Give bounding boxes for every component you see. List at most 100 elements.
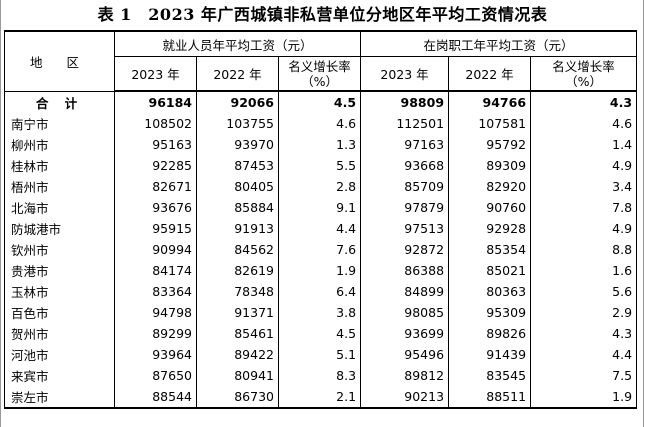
region-cell: 玉林市: [4, 281, 115, 302]
onpost-rate-cell: 4.9: [530, 218, 638, 239]
employed-2023-header: 2023 年: [114, 56, 197, 92]
table-row: 南宁市 108502 103755 4.6 112501 107581 4.6: [4, 113, 638, 134]
employed-2022-cell: 85884: [196, 197, 279, 218]
left-page-edge: [0, 0, 1, 427]
region-cell: 合 计: [4, 91, 115, 113]
onpost-2022-cell: 88511: [448, 386, 532, 409]
employed-2023-cell: 88544: [114, 386, 197, 409]
employed-2022-cell: 78348: [196, 281, 279, 302]
onpost-2022-cell: 89826: [448, 323, 532, 344]
region-cell: 崇左市: [4, 386, 115, 409]
onpost-2022-cell: 85021: [448, 260, 532, 281]
employed-rate-cell: 5.5: [277, 155, 362, 176]
onpost-2022-cell: 90760: [448, 197, 532, 218]
onpost-2023-cell: 95496: [360, 344, 450, 365]
region-cell: 防城港市: [4, 218, 115, 239]
onpost-2023-cell: 93699: [360, 323, 450, 344]
right-page-edge: [643, 0, 644, 427]
onpost-rate-unit: （%）: [565, 73, 602, 89]
region-cell: 南宁市: [4, 113, 115, 134]
employed-2022-cell: 80941: [196, 365, 279, 386]
onpost-rate-cell: 1.4: [530, 134, 638, 155]
onpost-2022-cell: 85354: [448, 239, 532, 260]
onpost-2023-header: 2023 年: [360, 56, 450, 92]
employed-2022-cell: 86730: [196, 386, 279, 409]
employed-2023-cell: 87650: [114, 365, 197, 386]
employed-2022-cell: 87453: [196, 155, 279, 176]
employed-2022-header: 2022 年: [196, 56, 279, 92]
onpost-wage-header: 在岗职工年平均工资（元）: [360, 30, 638, 57]
employed-rate-cell: 6.4: [277, 281, 362, 302]
employed-rate-cell: 3.8: [277, 302, 362, 323]
employed-2023-cell: 95163: [114, 134, 197, 155]
onpost-rate-cell: 3.4: [530, 176, 638, 197]
onpost-2022-cell: 89309: [448, 155, 532, 176]
region-cell: 贺州市: [4, 323, 115, 344]
employed-2022-cell: 82619: [196, 260, 279, 281]
region-cell: 来宾市: [4, 365, 115, 386]
onpost-2023-cell: 97163: [360, 134, 450, 155]
employed-rate-cell: 2.1: [277, 386, 362, 409]
onpost-rate-header: 名义增长率 （%）: [530, 56, 638, 92]
employed-rate-cell: 8.3: [277, 365, 362, 386]
onpost-2023-cell: 84899: [360, 281, 450, 302]
region-cell: 河池市: [4, 344, 115, 365]
onpost-rate-cell: 4.9: [530, 155, 638, 176]
region-cell: 百色市: [4, 302, 115, 323]
table-row: 贵港市 84174 82619 1.9 86388 85021 1.6: [4, 260, 638, 281]
onpost-rate-cell: 4.3: [530, 323, 638, 344]
employed-2022-cell: 89422: [196, 344, 279, 365]
onpost-2023-cell: 85709: [360, 176, 450, 197]
employed-wage-header: 就业人员年平均工资（元）: [113, 30, 362, 57]
onpost-2022-cell: 91439: [448, 344, 532, 365]
employed-rate-label: 名义增长率: [288, 58, 351, 74]
onpost-2023-cell: 97513: [360, 218, 450, 239]
table-row: 玉林市 83364 78348 6.4 84899 80363 5.6: [4, 281, 638, 302]
employed-2023-cell: 96184: [114, 91, 197, 113]
table-row: 防城港市 95915 91913 4.4 97513 92928 4.9: [4, 218, 638, 239]
table-row: 来宾市 87650 80941 8.3 89812 83545 7.5: [4, 365, 638, 386]
table-row: 贺州市 89299 85461 4.5 93699 89826 4.3: [4, 323, 638, 344]
employed-2022-cell: 91913: [196, 218, 279, 239]
region-cell: 北海市: [4, 197, 115, 218]
employed-2022-cell: 93970: [196, 134, 279, 155]
onpost-2022-cell: 82920: [448, 176, 532, 197]
onpost-2022-cell: 95792: [448, 134, 532, 155]
region-cell: 钦州市: [4, 239, 115, 260]
table-title: 表 1 2023 年广西城镇非私营单位分地区年平均工资情况表: [97, 5, 548, 24]
table-body: 合 计 96184 92066 4.5 98809 94766 4.3 南宁市 …: [4, 91, 638, 409]
employed-rate-cell: 4.6: [277, 113, 362, 134]
employed-2023-cell: 90994: [114, 239, 197, 260]
onpost-rate-cell: 4.3: [530, 91, 638, 113]
onpost-2023-cell: 97879: [360, 197, 450, 218]
table-row: 梧州市 82671 80405 2.8 85709 82920 3.4: [4, 176, 638, 197]
employed-rate-cell: 1.9: [277, 260, 362, 281]
onpost-rate-cell: 5.6: [530, 281, 638, 302]
onpost-2022-cell: 107581: [448, 113, 532, 134]
table-row: 钦州市 90994 84562 7.6 92872 85354 8.8: [4, 239, 638, 260]
employed-2023-cell: 108502: [114, 113, 197, 134]
onpost-2023-cell: 98809: [360, 91, 450, 113]
employed-2023-cell: 93964: [114, 344, 197, 365]
table-row: 百色市 94798 91371 3.8 98085 95309 2.9: [4, 302, 638, 323]
onpost-2022-cell: 83545: [448, 365, 532, 386]
onpost-rate-cell: 4.6: [530, 113, 638, 134]
employed-rate-cell: 4.5: [277, 91, 362, 113]
table-header: 地 区 就业人员年平均工资（元） 在岗职工年平均工资（元） 2023 年 202…: [4, 30, 638, 92]
onpost-rate-cell: 1.9: [530, 386, 638, 409]
onpost-2023-cell: 90213: [360, 386, 450, 409]
employed-2023-cell: 94798: [114, 302, 197, 323]
employed-2022-cell: 103755: [196, 113, 279, 134]
employed-rate-cell: 4.5: [277, 323, 362, 344]
employed-2022-cell: 80405: [196, 176, 279, 197]
employed-rate-header: 名义增长率 （%）: [277, 56, 362, 92]
onpost-rate-cell: 7.8: [530, 197, 638, 218]
onpost-rate-cell: 8.8: [530, 239, 638, 260]
onpost-2023-cell: 93668: [360, 155, 450, 176]
employed-2023-cell: 93676: [114, 197, 197, 218]
employed-rate-cell: 2.8: [277, 176, 362, 197]
onpost-rate-label: 名义增长率: [552, 58, 615, 74]
employed-rate-cell: 9.1: [277, 197, 362, 218]
employed-2022-cell: 85461: [196, 323, 279, 344]
onpost-2022-cell: 92928: [448, 218, 532, 239]
